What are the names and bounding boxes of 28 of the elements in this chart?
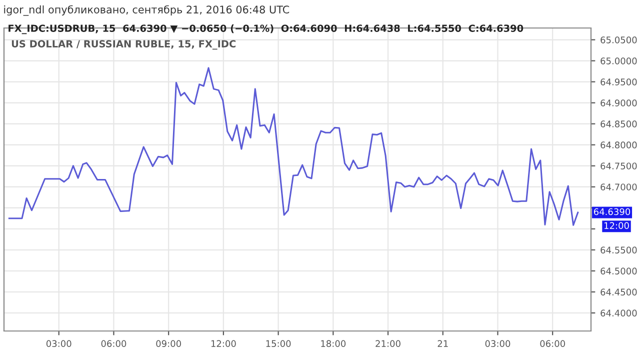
y-tick-label: 64.9500 [600,78,637,86]
x-tick-label: 21 [438,340,448,347]
y-tick-label: 64.9000 [600,100,637,106]
annotation: US DOLLAR / RUSSIAN RUBLE, 15, FX_IDC [12,40,236,50]
x-tick-label: 06:00 [101,340,126,348]
x-tick-label: 09:00 [156,340,181,348]
y-tick-label: 64.5000 [600,268,637,274]
y-tick-label: 64.7500 [600,162,637,170]
chart-title: igor_ndl опубликовано, сентябрь 21, 2016 06:48 UTC [4,5,290,16]
x-tick-label: 12:00 [211,340,236,348]
x-tick-label: 03:00 [46,340,72,348]
line-series [8,67,579,226]
y-tick-label: 64.4000 [600,310,637,316]
y-tick-label: 64.8500 [600,120,637,128]
y-tick-label: 65.0000 [600,58,637,64]
annotation: 64.6390 [594,208,630,216]
text: 12:00 [604,222,629,229]
y-tick-label: 64.8000 [600,142,637,148]
y-tick-label: 64.7000 [600,184,637,190]
x-tick-label: 18:00 [321,340,346,348]
chart-subtitle: FX_IDC:USDRUB, 15 64.6390 ▼ −0.0650 (−0.1%) O:64.6090 H:64.6438 L:64.5550 C:64.6390 [8,24,524,34]
y-tick-label: 64.4500 [600,288,637,296]
x-tick-label: 06:00 [540,340,566,348]
x-tick-label: 15:00 [266,340,291,348]
x-tick-label: 03:00 [485,340,510,348]
x-tick-label: 21:00 [376,340,400,348]
y-tick-label: 64.5500 [600,246,637,254]
y-tick-label: 65.0500 [600,36,637,44]
